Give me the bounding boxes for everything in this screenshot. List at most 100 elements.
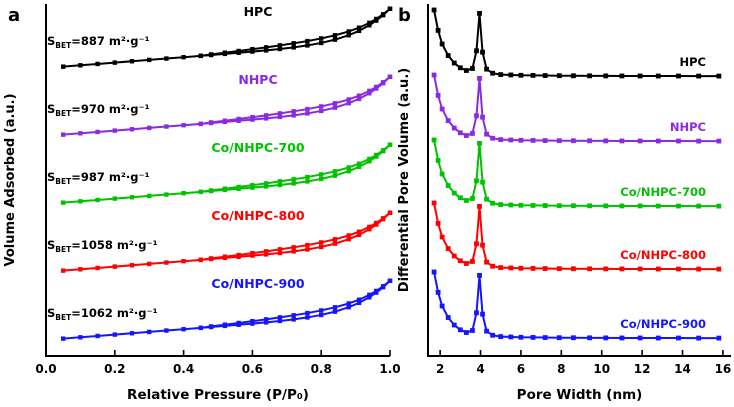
series-label: HPC <box>680 55 707 69</box>
data-marker <box>508 334 514 340</box>
data-marker <box>356 96 362 102</box>
data-marker <box>498 72 504 77</box>
x-tick-label: 0.2 <box>104 362 125 376</box>
data-marker <box>556 203 562 209</box>
data-marker <box>587 203 592 209</box>
data-marker <box>571 335 576 341</box>
data-marker <box>637 138 643 144</box>
data-marker <box>508 72 514 78</box>
y-axis-label: Differential Pore Volume (a.u.) <box>397 68 412 292</box>
data-marker <box>380 216 386 221</box>
data-marker <box>112 264 117 269</box>
data-marker <box>387 6 393 11</box>
x-tick-label: 0.8 <box>311 362 332 376</box>
pore-distribution-curve-HPC: HPC <box>431 7 722 79</box>
panel-a-tag: a <box>8 5 20 26</box>
data-marker <box>305 111 310 116</box>
data-marker <box>716 73 722 79</box>
data-marker <box>263 249 269 254</box>
data-marker <box>332 305 338 310</box>
data-marker <box>291 109 296 114</box>
x-tick-label: 4 <box>476 362 484 376</box>
data-marker <box>367 20 372 26</box>
data-marker <box>508 137 514 143</box>
data-marker <box>61 132 66 137</box>
data-marker <box>181 55 186 60</box>
data-marker <box>655 335 661 341</box>
data-marker <box>332 173 338 178</box>
data-marker <box>484 196 489 202</box>
data-marker <box>490 70 496 76</box>
data-marker <box>484 66 489 72</box>
data-marker <box>518 137 524 143</box>
data-marker <box>112 60 117 65</box>
data-marker <box>332 37 338 42</box>
data-marker <box>356 161 362 166</box>
data-marker <box>603 138 609 144</box>
data-marker <box>236 252 241 258</box>
data-marker <box>480 179 485 185</box>
data-marker <box>463 133 469 138</box>
data-marker <box>474 310 479 316</box>
data-marker <box>112 332 117 337</box>
data-marker <box>147 125 152 131</box>
data-marker <box>676 138 681 144</box>
data-marker <box>346 233 351 238</box>
data-marker <box>470 131 475 136</box>
data-marker <box>147 329 152 335</box>
data-marker <box>480 114 485 120</box>
data-marker <box>474 178 479 184</box>
data-marker <box>319 40 324 46</box>
data-marker <box>387 142 393 147</box>
data-marker <box>655 203 661 209</box>
data-marker <box>277 247 283 252</box>
data-marker <box>380 80 386 85</box>
data-marker <box>530 335 536 340</box>
data-marker <box>542 266 548 271</box>
data-marker <box>263 317 269 322</box>
data-marker <box>542 335 548 340</box>
data-marker <box>439 171 445 177</box>
data-marker <box>305 38 310 44</box>
data-marker <box>332 101 338 106</box>
data-marker <box>556 138 562 144</box>
series-label: Co/NHPC-900 <box>620 317 706 331</box>
data-marker <box>332 169 338 174</box>
x-tick-label: 0.0 <box>35 362 56 376</box>
isotherm-curve-Co/NHPC-800: Co/NHPC-800 SBET=1058 m²·g⁻¹ <box>47 208 393 273</box>
data-marker <box>346 169 351 174</box>
data-marker <box>356 297 362 302</box>
data-marker <box>332 309 338 314</box>
data-marker <box>490 332 496 338</box>
data-marker <box>346 305 351 310</box>
data-marker <box>435 158 441 163</box>
data-marker <box>490 200 496 206</box>
data-marker <box>346 29 351 34</box>
data-marker <box>439 106 445 112</box>
data-marker <box>387 278 393 283</box>
data-marker <box>374 84 379 90</box>
data-marker <box>518 265 524 271</box>
data-marker <box>78 131 83 136</box>
data-marker <box>530 266 536 271</box>
data-marker <box>508 202 514 208</box>
data-marker <box>95 333 100 339</box>
data-marker <box>380 148 386 153</box>
data-marker <box>356 232 362 238</box>
data-marker <box>356 164 362 170</box>
data-marker <box>571 73 576 79</box>
data-marker <box>530 73 536 78</box>
data-marker <box>457 327 463 333</box>
data-marker <box>457 195 463 201</box>
data-marker <box>431 137 437 143</box>
isotherm-curve-Co/NHPC-700: Co/NHPC-700 SBET=987 m²·g⁻¹ <box>47 140 393 205</box>
data-marker <box>571 203 576 209</box>
data-marker <box>291 41 296 46</box>
data-marker <box>198 53 203 59</box>
data-marker <box>198 257 203 263</box>
data-marker <box>208 188 214 193</box>
series-label: NHPC <box>670 120 706 134</box>
data-marker <box>277 318 283 324</box>
